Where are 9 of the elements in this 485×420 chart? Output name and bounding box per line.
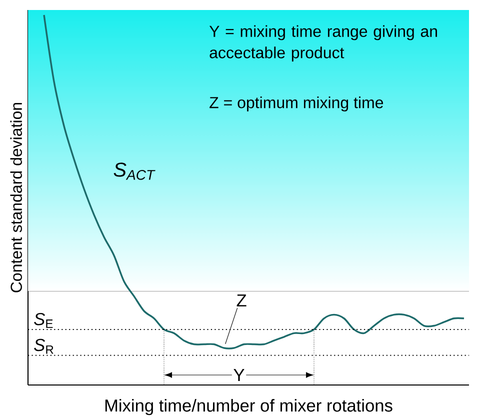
- annotation: Z: [236, 294, 246, 306]
- y-axis-title: Content standard deviation: [10, 102, 22, 292]
- annotation: Y = mixing time range giving an accectable product: [209, 25, 437, 62]
- annotation: Y: [234, 369, 244, 381]
- annotation: S$_{ACT}$: [114, 162, 156, 180]
- ref-line-label: S$_{R}$: [34, 338, 54, 354]
- x-axis-title: Mixing time/number of mixer rotations: [105, 398, 392, 416]
- ref-line-label: S$_{E}$: [34, 312, 53, 328]
- annotation: Z = optimum mixing time: [210, 96, 384, 112]
